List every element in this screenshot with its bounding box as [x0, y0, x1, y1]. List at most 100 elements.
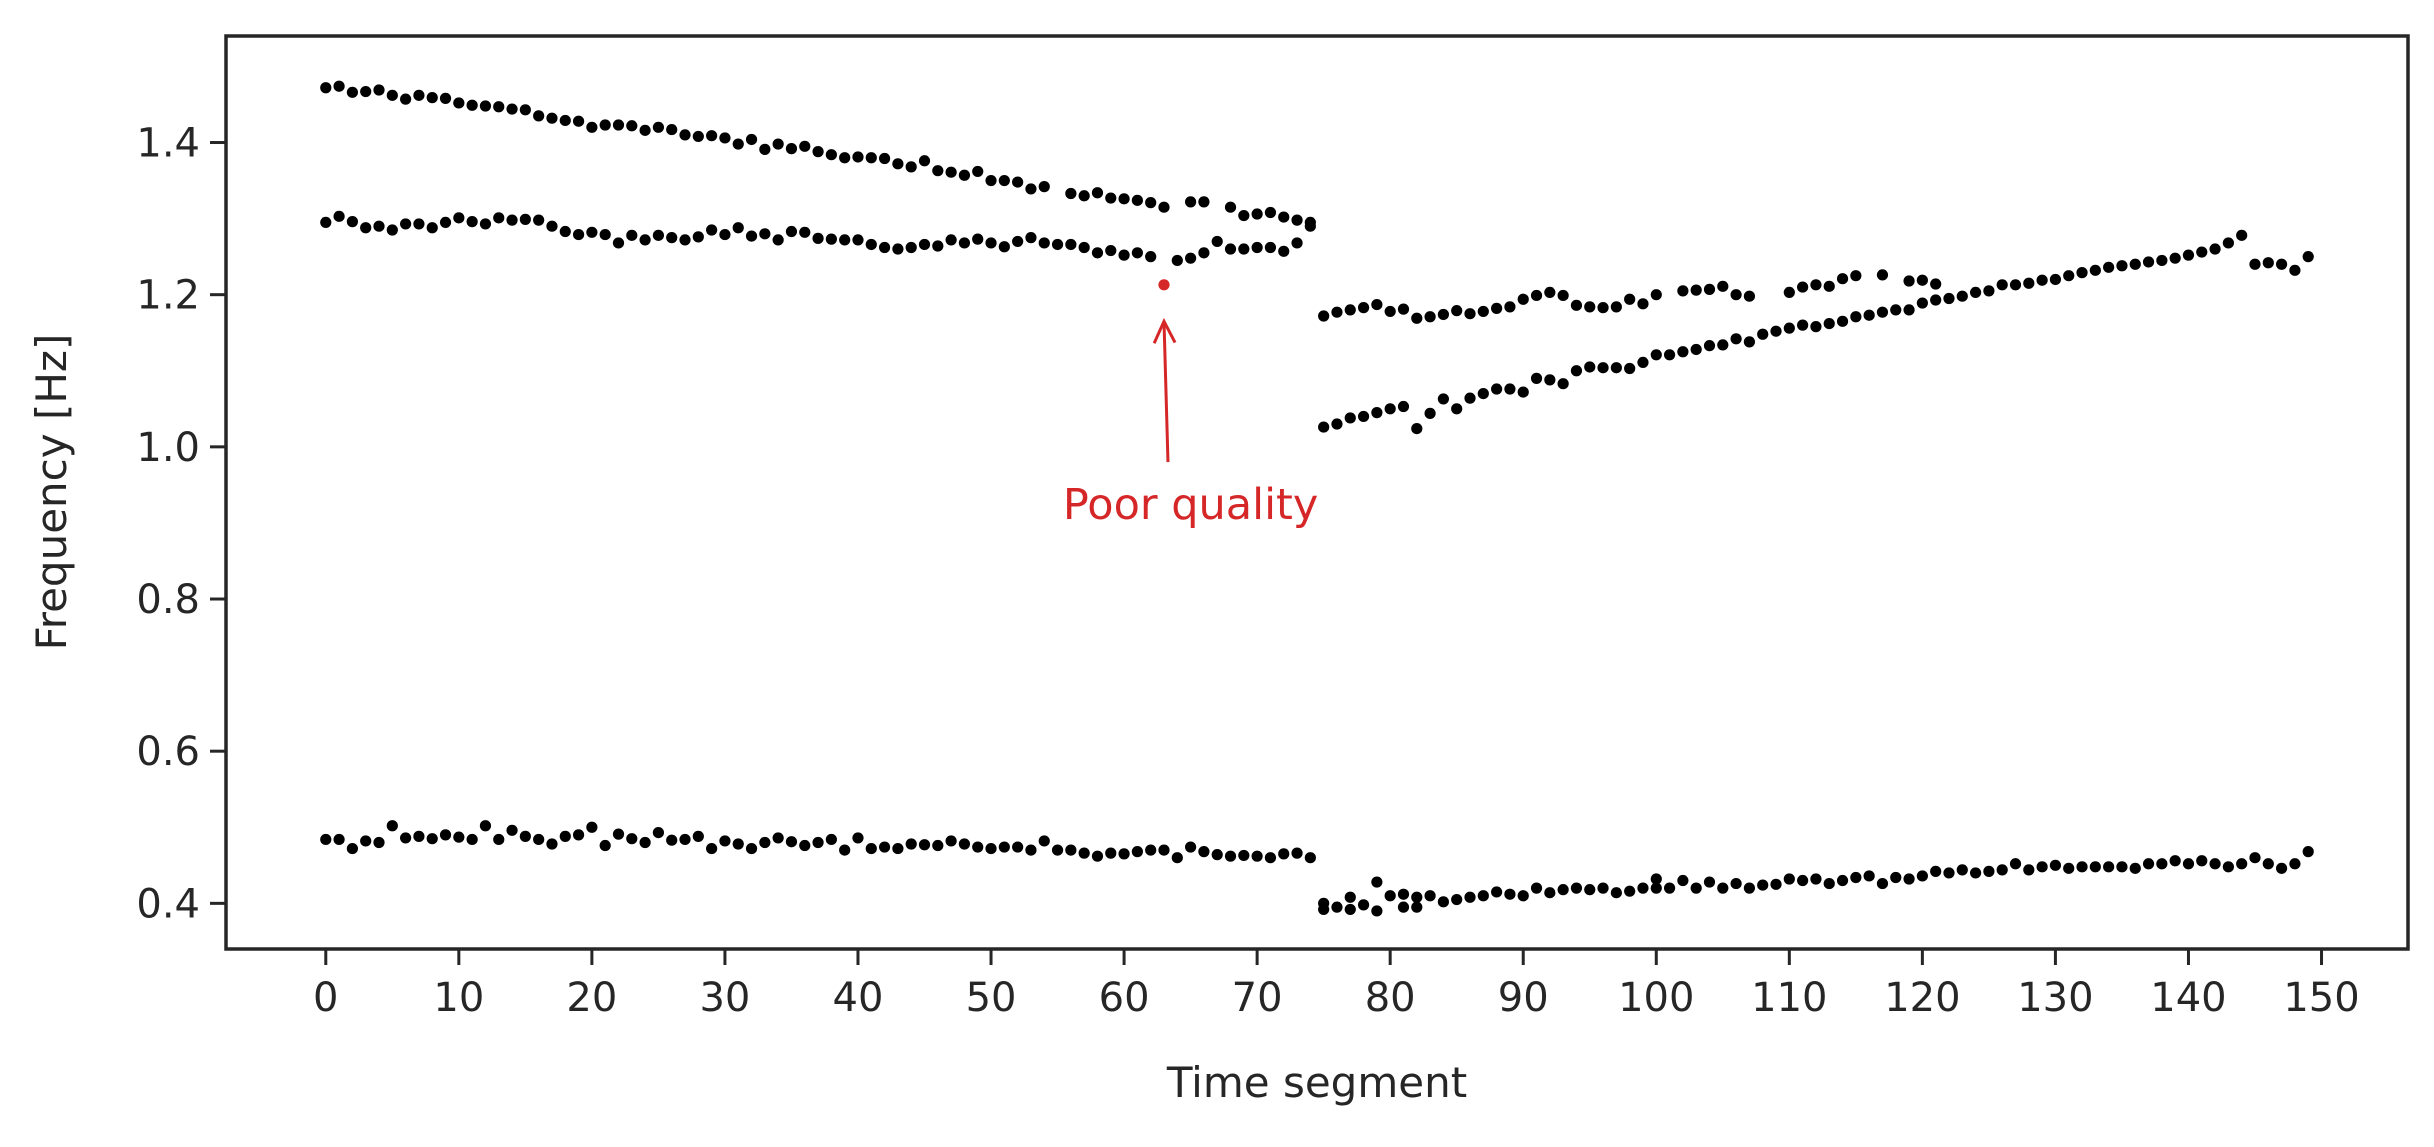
data-point: [612, 119, 625, 131]
data-point: [1850, 871, 1862, 884]
data-point: [732, 138, 744, 150]
data-point: [493, 212, 505, 224]
y-tick-label: 0.6: [136, 729, 200, 775]
data-point: [426, 833, 438, 845]
data-point: [1876, 306, 1889, 318]
data-point: [1145, 251, 1157, 263]
data-point: [1703, 283, 1716, 295]
x-axis-label: Time segment: [1166, 1058, 1467, 1107]
data-point: [918, 839, 931, 851]
data-point: [1597, 302, 1609, 314]
data-point: [506, 103, 518, 115]
data-point: [1411, 422, 1423, 435]
data-point: [2049, 859, 2062, 871]
data-point: [1251, 208, 1263, 220]
data-point: [373, 220, 385, 232]
data-point: [320, 216, 332, 229]
data-point: [1996, 864, 2008, 876]
x-tick-label: 30: [699, 975, 750, 1021]
data-point: [799, 226, 811, 238]
data-point: [1703, 340, 1716, 352]
data-point: [1012, 235, 1024, 248]
data-point: [1903, 873, 1915, 885]
y-tick-label: 0.8: [136, 577, 200, 623]
data-point: [1397, 888, 1410, 900]
data-point: [1770, 878, 1782, 890]
data-point: [2249, 258, 2261, 270]
data-point: [1650, 882, 1662, 894]
data-point: [1890, 871, 1902, 884]
data-point: [453, 97, 465, 109]
data-point: [759, 228, 771, 240]
data-point: [1238, 209, 1250, 222]
data-point: [878, 241, 891, 254]
data-point: [1051, 844, 1064, 856]
data-point: [958, 169, 971, 181]
data-point: [666, 232, 678, 244]
data-point: [639, 234, 651, 246]
data-point: [1836, 315, 1849, 327]
data-point: [1397, 303, 1410, 315]
data-point: [812, 836, 824, 849]
data-point: [1091, 247, 1104, 259]
data-point: [1344, 412, 1356, 424]
x-tick-label: 110: [1751, 975, 1827, 1021]
data-point: [1344, 304, 1356, 316]
data-point: [918, 155, 931, 167]
data-point: [985, 237, 997, 249]
data-point: [400, 93, 412, 105]
data-point: [2076, 861, 2088, 873]
data-point: [958, 237, 971, 249]
data-point: [2023, 277, 2035, 289]
data-point: [1344, 891, 1356, 903]
data-point: [1278, 245, 1290, 257]
data-point: [1145, 844, 1157, 856]
data-point: [1624, 293, 1636, 305]
data-point: [559, 225, 571, 238]
data-point: [1025, 232, 1037, 244]
data-point: [1198, 247, 1210, 259]
data-point: [2116, 260, 2128, 272]
data-point: [413, 830, 425, 842]
data-point: [2276, 862, 2288, 874]
data-point: [1863, 309, 1875, 321]
data-point: [1224, 201, 1237, 213]
data-point: [799, 140, 811, 152]
data-point: [998, 174, 1010, 187]
data-point: [1690, 343, 1702, 356]
data-point: [878, 152, 891, 165]
data-point: [1943, 292, 1955, 305]
x-tick-label: 20: [566, 975, 617, 1021]
data-point: [2089, 861, 2101, 873]
data-point: [1304, 220, 1316, 232]
data-point: [466, 99, 478, 111]
data-point: [759, 143, 771, 155]
data-point: [732, 222, 744, 234]
data-point: [1770, 325, 1782, 337]
x-tick-label: 130: [2017, 975, 2093, 1021]
data-point: [400, 832, 412, 844]
data-point: [1584, 361, 1596, 373]
data-point: [519, 830, 531, 842]
data-point: [1996, 279, 2008, 291]
data-point: [1411, 901, 1423, 913]
data-point: [2142, 858, 2155, 870]
data-point: [1863, 870, 1875, 882]
data-point: [2009, 279, 2022, 291]
data-point: [1717, 882, 1729, 894]
data-point: [1331, 306, 1343, 318]
data-point: [1357, 899, 1370, 911]
data-point: [1477, 305, 1489, 318]
data-point: [1118, 848, 1130, 860]
data-point: [1757, 879, 1769, 891]
data-point: [692, 830, 704, 842]
x-tick-label: 60: [1099, 975, 1150, 1021]
data-point: [1397, 901, 1410, 913]
data-point: [812, 146, 824, 158]
data-point: [785, 143, 798, 155]
data-point: [1278, 211, 1290, 223]
data-point: [1956, 864, 1968, 876]
y-tick-label: 0.4: [136, 881, 200, 927]
data-point: [825, 233, 837, 245]
data-point: [1570, 365, 1583, 377]
